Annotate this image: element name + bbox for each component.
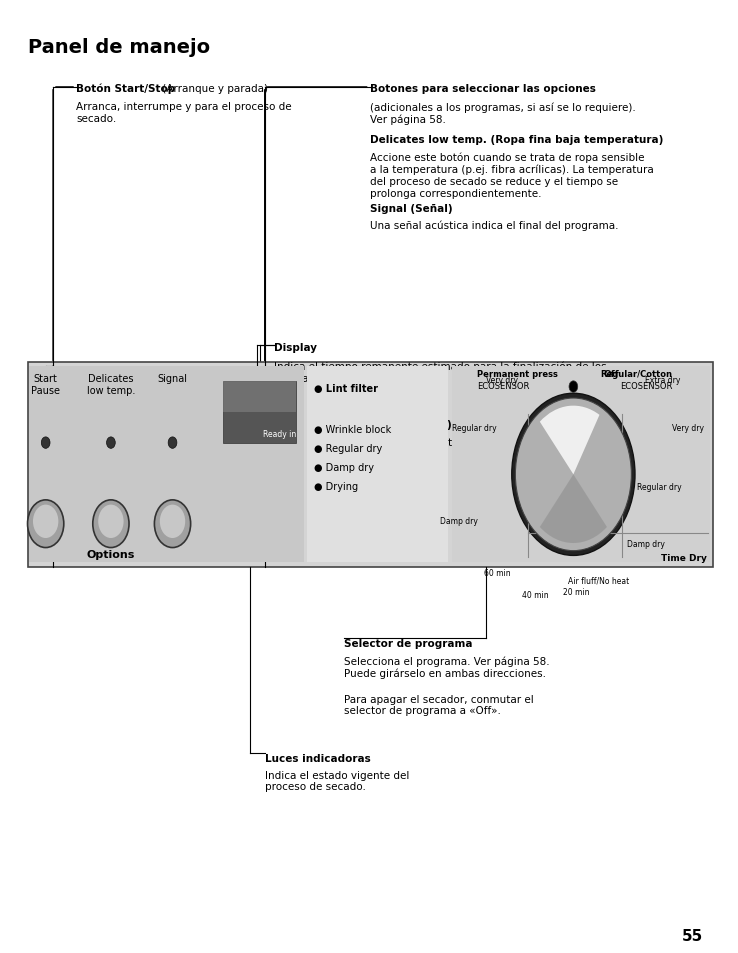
Text: Ready in: Ready in — [263, 430, 296, 438]
Text: (adicionales a los programas, si así se lo requiere).
Ver página 58.: (adicionales a los programas, si así se … — [370, 102, 635, 125]
Text: Luces indicadoras: Luces indicadoras — [265, 753, 370, 762]
Text: Extra dry: Extra dry — [645, 376, 680, 385]
Circle shape — [27, 500, 63, 548]
Text: Air fluff/No heat: Air fluff/No heat — [568, 576, 630, 585]
Text: (Arranque y parada): (Arranque y parada) — [159, 84, 269, 93]
FancyBboxPatch shape — [224, 381, 296, 443]
Text: Arranca, interrumpe y para el proceso de
secado.: Arranca, interrumpe y para el proceso de… — [76, 102, 292, 124]
Circle shape — [41, 437, 50, 449]
Text: Selector de programa: Selector de programa — [345, 639, 473, 648]
Text: Display: Display — [274, 343, 317, 353]
Text: Selecciona el programa. Ver página 58.
Puede girárselo en ambas direcciones.: Selecciona el programa. Ver página 58. P… — [345, 656, 550, 679]
Text: Para apagar el secador, conmutar el
selector de programa a «Off».: Para apagar el secador, conmutar el sele… — [345, 694, 534, 716]
Text: ● Drying: ● Drying — [314, 481, 358, 491]
Wedge shape — [539, 475, 607, 543]
Text: Signal (Señal): Signal (Señal) — [370, 204, 452, 213]
Text: 40 min: 40 min — [523, 590, 549, 599]
Text: 55: 55 — [682, 928, 703, 943]
Text: ● Wrinkle block: ● Wrinkle block — [314, 424, 391, 434]
Text: Options: Options — [87, 550, 135, 559]
Circle shape — [154, 500, 190, 548]
Text: Panel de manejo: Panel de manejo — [27, 38, 210, 57]
Text: Accione este botón cuando se trata de ropa sensible
a la temperatura (p.ej. fibr: Accione este botón cuando se trata de ro… — [370, 152, 653, 198]
Wedge shape — [539, 406, 599, 475]
Text: Damp dry: Damp dry — [627, 539, 664, 548]
Circle shape — [569, 381, 578, 393]
Circle shape — [106, 437, 115, 449]
Circle shape — [168, 437, 177, 449]
Text: Indica el estado vigente del
proceso de secado.: Indica el estado vigente del proceso de … — [265, 770, 409, 792]
Text: Regular dry: Regular dry — [452, 423, 497, 432]
Text: Botón Start/Stop: Botón Start/Stop — [76, 84, 176, 94]
Text: 60 min: 60 min — [484, 569, 511, 578]
Text: Indica el tiempo remanente estimado para la finalización de los
programas.: Indica el tiempo remanente estimado para… — [274, 361, 607, 383]
Text: ECOSENSOR: ECOSENSOR — [477, 381, 529, 390]
Text: Delicates low temp. (Ropa fina baja temperatura): Delicates low temp. (Ropa fina baja temp… — [370, 135, 663, 145]
Text: Signal: Signal — [157, 374, 187, 383]
Text: ● Lint filter: ● Lint filter — [314, 383, 378, 393]
Text: Luz indicadora (LED): Luz indicadora (LED) — [330, 419, 452, 429]
Text: Damp dry: Damp dry — [440, 516, 478, 525]
Circle shape — [160, 505, 185, 538]
FancyBboxPatch shape — [306, 367, 448, 562]
Text: Time Dry: Time Dry — [661, 554, 707, 562]
Text: Permanent press: Permanent press — [477, 370, 558, 378]
Circle shape — [515, 398, 632, 551]
Text: Very dry: Very dry — [486, 376, 517, 385]
Text: Regular dry: Regular dry — [637, 483, 682, 492]
Circle shape — [98, 505, 123, 538]
Text: Una señal acústica indica el final del programa.: Una señal acústica indica el final del p… — [370, 220, 618, 231]
Text: ● Regular dry: ● Regular dry — [314, 443, 382, 453]
Text: ECOSENSOR: ECOSENSOR — [621, 381, 673, 390]
Text: Regular/Cotton: Regular/Cotton — [601, 370, 673, 378]
Circle shape — [93, 500, 129, 548]
FancyBboxPatch shape — [452, 367, 711, 562]
Circle shape — [33, 505, 58, 538]
Text: Botones para seleccionar las opciones: Botones para seleccionar las opciones — [370, 84, 596, 93]
Circle shape — [511, 394, 635, 556]
FancyBboxPatch shape — [27, 362, 713, 567]
Text: Start
Pause: Start Pause — [31, 374, 61, 395]
Text: ● Damp dry: ● Damp dry — [314, 462, 374, 472]
Text: Very dry: Very dry — [672, 423, 704, 432]
FancyBboxPatch shape — [224, 381, 296, 412]
Text: Delicates
low temp.: Delicates low temp. — [87, 374, 135, 395]
Text: Sirve como un recordatorio para limpiar el filtro de
la pelusa.: Sirve como un recordatorio para limpiar … — [330, 437, 596, 459]
Text: 20 min: 20 min — [562, 588, 589, 597]
FancyBboxPatch shape — [29, 367, 305, 562]
Text: Off: Off — [603, 370, 619, 378]
